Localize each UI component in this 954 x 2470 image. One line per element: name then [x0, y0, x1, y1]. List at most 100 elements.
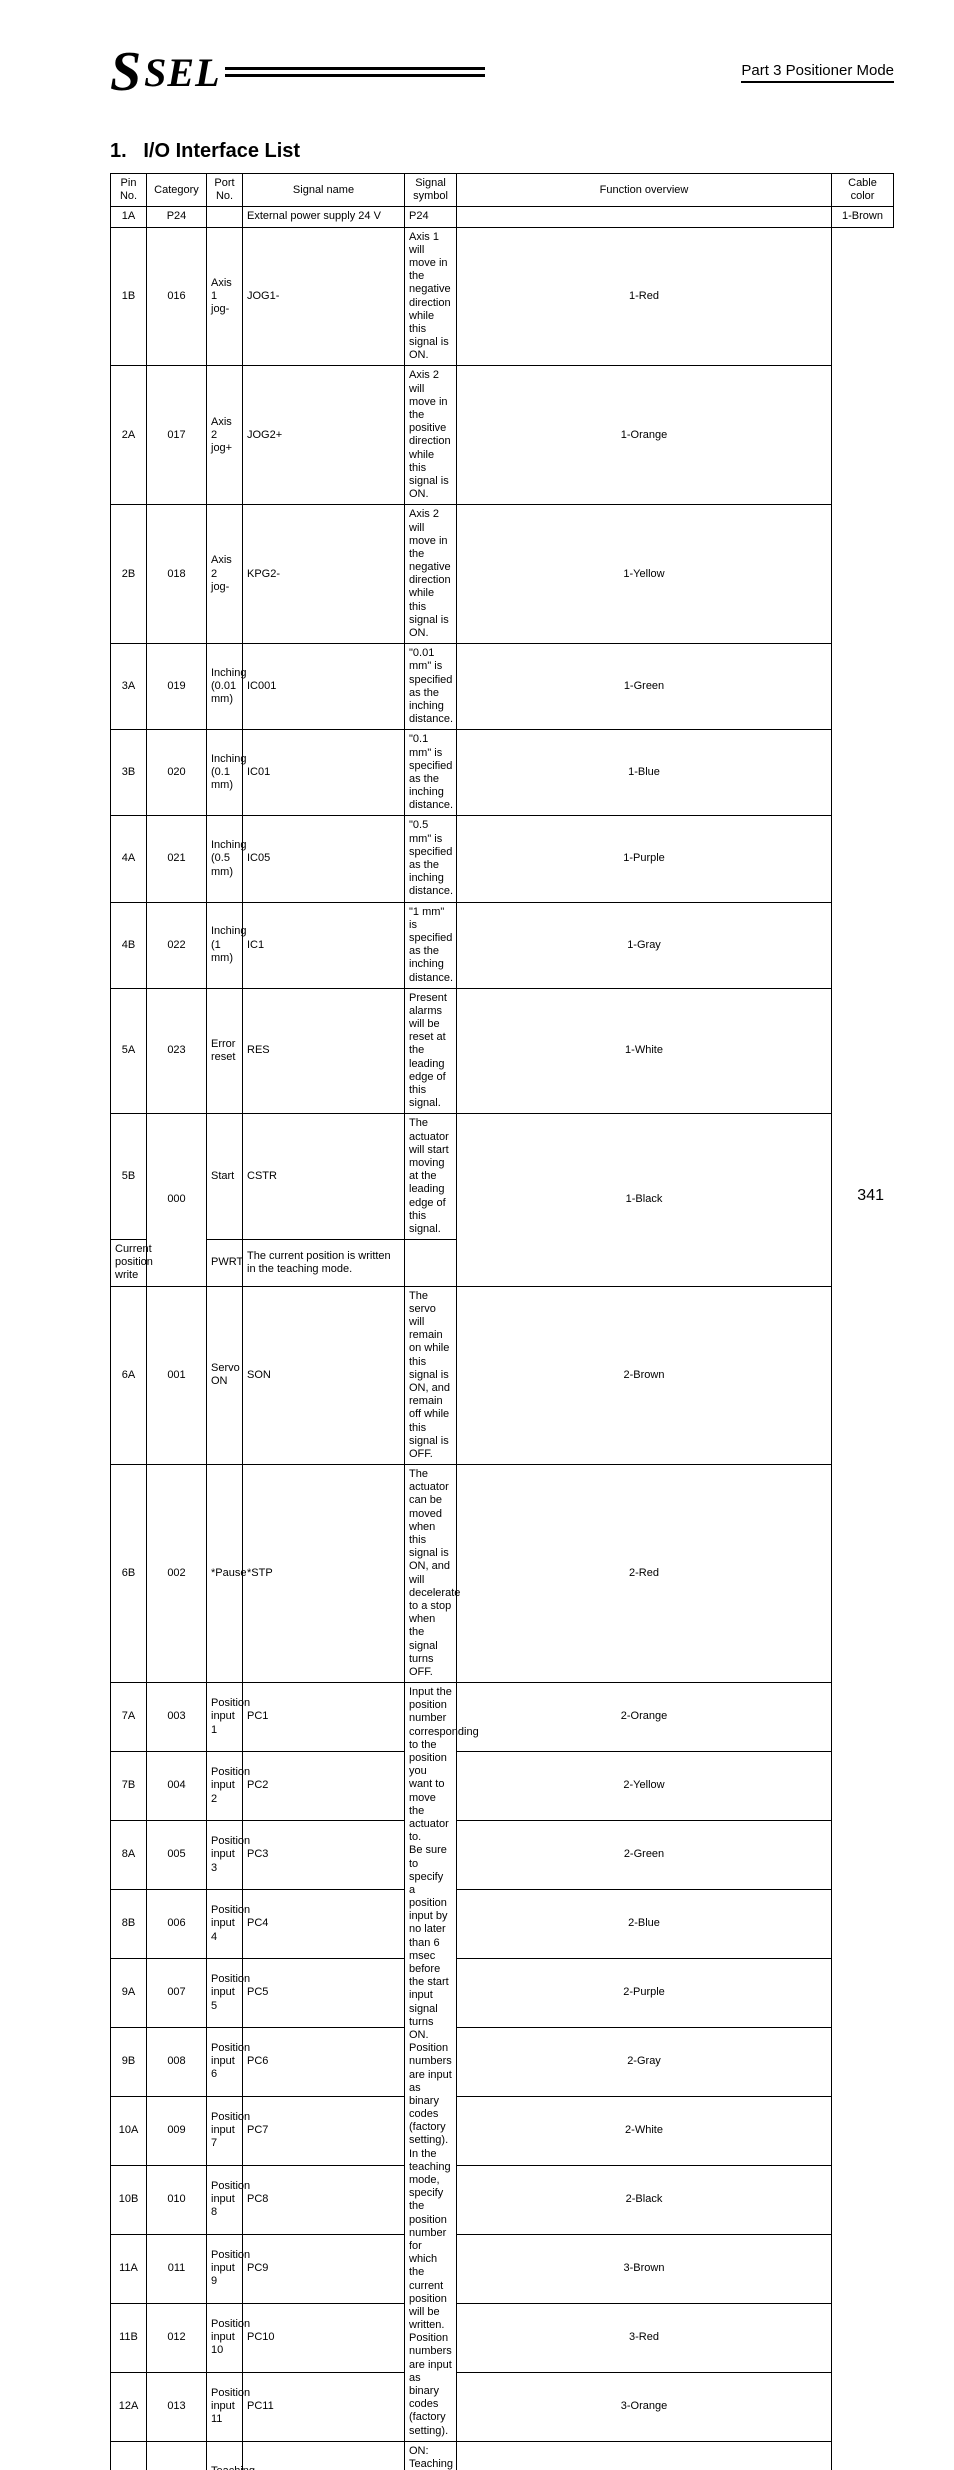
cell-signal-symbol: PC5 — [243, 1958, 405, 2027]
cell-function: The actuator can be moved when this sign… — [405, 1465, 457, 1683]
cell-port: 005 — [147, 1821, 207, 1890]
cell-signal-name: Inching (0.1 mm) — [207, 730, 243, 816]
cell-signal-name: Teaching mode specification — [207, 2441, 243, 2470]
cell-signal-symbol: PC9 — [243, 2234, 405, 2303]
cell-signal-name: Inching (0.5 mm) — [207, 816, 243, 902]
cell-cable-color: 1-Purple — [457, 816, 832, 902]
cell-cable-color: 1-White — [457, 988, 832, 1114]
part-title: Part 3 Positioner Mode — [741, 62, 894, 83]
table-row: 3B020Inching (0.1 mm)IC01"0.1 mm" is spe… — [111, 730, 894, 816]
cell-signal-name: Position input 1 — [207, 1683, 243, 1752]
cell-pin: 12A — [111, 2372, 147, 2441]
cell-cable-color: 1-Black — [457, 1114, 832, 1286]
cell-signal-name: Axis 2 jog+ — [207, 366, 243, 505]
cell-function: ON: Teaching mode OFF: Positioner mode — [405, 2441, 457, 2470]
cell-cable-color: 1-Red — [457, 227, 832, 366]
cell-cable-color: 2-Blue — [457, 1889, 832, 1958]
cell-signal-symbol: CSTR — [243, 1114, 405, 1240]
cell-port: 018 — [147, 505, 207, 644]
cell-cable-color: 1-Yellow — [457, 505, 832, 644]
cell-signal-symbol: PC4 — [243, 1889, 405, 1958]
col-port: Port No. — [207, 174, 243, 207]
section-title: 1. I/O Interface List — [110, 140, 894, 163]
cell-pin: 8A — [111, 1821, 147, 1890]
cell-function: Axis 2 will move in the positive directi… — [405, 366, 457, 505]
cell-signal-symbol: PC8 — [243, 2165, 405, 2234]
cell-signal-symbol: JOG2+ — [243, 366, 405, 505]
cell-port: 002 — [147, 1465, 207, 1683]
table-row: 4A021Inching (0.5 mm)IC05"0.5 mm" is spe… — [111, 816, 894, 902]
table-row: 2B018Axis 2 jog-KPG2-Axis 2 will move in… — [111, 505, 894, 644]
cell-signal-name: Servo ON — [207, 1286, 243, 1464]
cell-pin: 1B — [111, 227, 147, 366]
cell-function: The actuator will start moving at the le… — [405, 1114, 457, 1240]
cell-category: P24 — [147, 207, 207, 227]
cell-signal-symbol: PC2 — [243, 1752, 405, 1821]
cell-signal-name: Position input 7 — [207, 2096, 243, 2165]
cell-port: 006 — [147, 1889, 207, 1958]
cell-signal-name: External power supply 24 V — [243, 207, 405, 227]
cell-function: "1 mm" is specified as the inching dista… — [405, 902, 457, 988]
cell-signal-symbol: MODE — [243, 2441, 405, 2470]
cell-signal-symbol: IC001 — [243, 644, 405, 730]
cell-pin: 10A — [111, 2096, 147, 2165]
cell-cable-color: 1-Brown — [832, 207, 894, 227]
cell-cable-color: 3-Orange — [457, 2372, 832, 2441]
table-row: 7B004Position input 2PC22-Yellow — [111, 1752, 894, 1821]
cell-port: 000 — [147, 1114, 207, 1286]
cell-function: "0.01 mm" is specified as the inching di… — [405, 644, 457, 730]
cell-pin: 9A — [111, 1958, 147, 2027]
cell-signal-name: Position input 10 — [207, 2303, 243, 2372]
cell-signal-symbol: PC10 — [243, 2303, 405, 2372]
table-row: 8A005Position input 3PC32-Green — [111, 1821, 894, 1890]
cell-pin: 4A — [111, 816, 147, 902]
cell-signal-symbol: KPG2- — [243, 505, 405, 644]
table-row: 10A009Position input 7PC72-White — [111, 2096, 894, 2165]
cell-cable-color: 2-White — [457, 2096, 832, 2165]
cell-port: 003 — [147, 1683, 207, 1752]
table-row: 2A017Axis 2 jog+JOG2+Axis 2 will move in… — [111, 366, 894, 505]
cell-signal-name: Position input 8 — [207, 2165, 243, 2234]
cell-cable-color: 1-Orange — [457, 366, 832, 505]
table-row: 4B022Inching (1 mm)IC1"1 mm" is specifie… — [111, 902, 894, 988]
cell-signal-name: Position input 2 — [207, 1752, 243, 1821]
cell-function: "0.5 mm" is specified as the inching dis… — [405, 816, 457, 902]
cell-function: Axis 2 will move in the negative directi… — [405, 505, 457, 644]
cell-pin: 2A — [111, 366, 147, 505]
cell-function: The current position is written in the t… — [243, 1240, 405, 1287]
table-row: 11A011Position input 9PC93-Brown — [111, 2234, 894, 2303]
cell-port: 016 — [147, 227, 207, 366]
cell-signal-symbol: PC1 — [243, 1683, 405, 1752]
table-row: 8B006Position input 4PC42-Blue — [111, 1889, 894, 1958]
cell-signal-name: Current position write — [111, 1240, 147, 1287]
cell-signal-name: Position input 5 — [207, 1958, 243, 2027]
cell-signal-symbol: IC01 — [243, 730, 405, 816]
cell-port: 023 — [147, 988, 207, 1114]
table-row: 9A007Position input 5PC52-Purple — [111, 1958, 894, 2027]
cell-signal-symbol: *STP — [243, 1465, 405, 1683]
cell-signal-name: Position input 4 — [207, 1889, 243, 1958]
io-interface-table: Pin No. Category Port No. Signal name Si… — [110, 173, 894, 2470]
cell-signal-symbol: IC05 — [243, 816, 405, 902]
cell-pin: 11B — [111, 2303, 147, 2372]
cell-signal-symbol: IC1 — [243, 902, 405, 988]
table-row: 5B000StartCSTRThe actuator will start mo… — [111, 1114, 894, 1240]
table-row: 6B002*Pause*STPThe actuator can be moved… — [111, 1465, 894, 1683]
cell-pin: 7B — [111, 1752, 147, 1821]
cell-pin: 3A — [111, 644, 147, 730]
cell-port: 013 — [147, 2372, 207, 2441]
cell-signal-name: Inching (0.01 mm) — [207, 644, 243, 730]
table-row: 1B016Axis 1 jog-JOG1-Axis 1 will move in… — [111, 227, 894, 366]
col-signal-symbol: Signal symbol — [405, 174, 457, 207]
cell-signal-symbol: SON — [243, 1286, 405, 1464]
cell-port — [207, 207, 243, 227]
cell-pin: 2B — [111, 505, 147, 644]
doc-header: SSEL Part 3 Positioner Mode — [110, 40, 894, 104]
section-number: 1. — [110, 140, 127, 162]
cell-signal-symbol: JOG1- — [243, 227, 405, 366]
cell-pin: 5A — [111, 988, 147, 1114]
cell-cable-color: 2-Black — [457, 2165, 832, 2234]
col-pin: Pin No. — [111, 174, 147, 207]
col-function-overview: Function overview — [457, 174, 832, 207]
section-heading: I/O Interface List — [143, 140, 300, 162]
